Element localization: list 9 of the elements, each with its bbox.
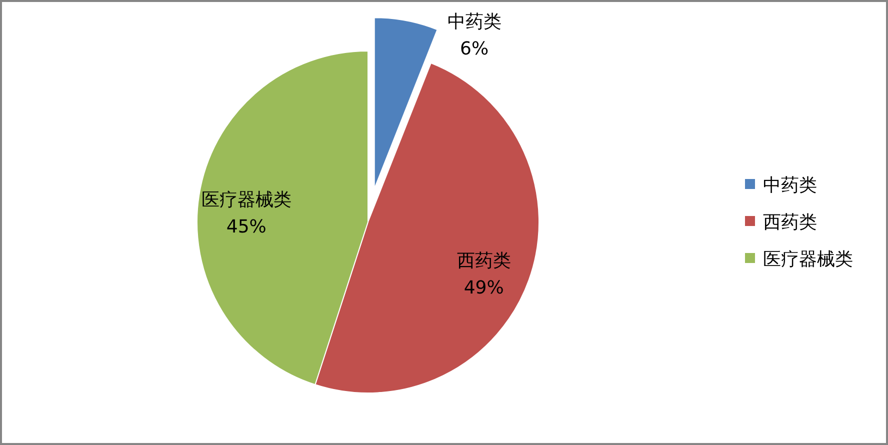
slice-label: 中药类 (447, 12, 502, 33)
data-label: 6% (460, 38, 489, 60)
slice-label: 西药类 (456, 250, 511, 272)
data-label: 45% (226, 216, 266, 238)
legend-label: 西药类 (763, 212, 817, 233)
legend-label: 医疗器械类 (763, 249, 853, 270)
slice-label: 医疗器械类 (201, 190, 292, 211)
legend-label: 中药类 (763, 175, 817, 196)
data-label: 49% (464, 278, 504, 299)
